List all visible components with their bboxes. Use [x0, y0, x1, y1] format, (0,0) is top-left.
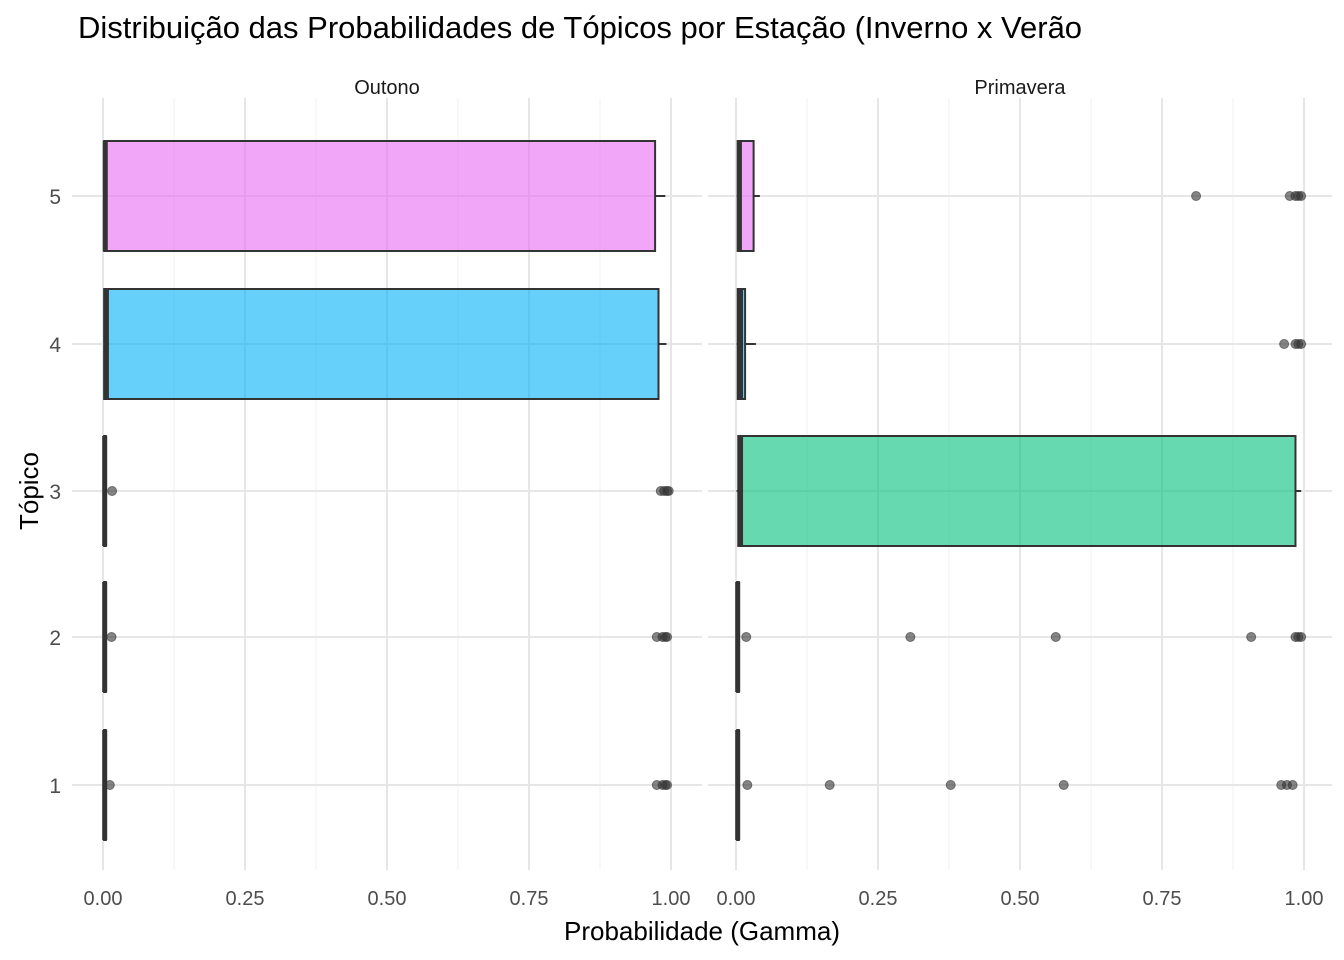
outlier-point: [742, 780, 753, 790]
box-topic-3: [737, 435, 1297, 547]
outlier-point: [107, 486, 118, 496]
outlier-point: [1191, 191, 1202, 201]
panel-label-outono: Outono: [354, 77, 420, 99]
y-tick-label-3: 3: [49, 481, 61, 504]
box-topic-5: [103, 140, 657, 252]
y-tick-label-2: 2: [49, 627, 61, 650]
y-tick-label-5: 5: [49, 186, 61, 209]
chart-title: Distribuição das Probabilidades de Tópic…: [78, 10, 1083, 45]
y-axis-title: Tópico: [14, 452, 44, 530]
x-tick-label: 0.00: [84, 888, 123, 910]
outlier-point: [662, 632, 673, 642]
x-tick-label: 1.00: [652, 888, 691, 910]
outlier-point: [1058, 780, 1069, 790]
outlier-point: [741, 632, 752, 642]
outlier-point: [104, 780, 115, 790]
outlier-point: [1050, 632, 1061, 642]
outlier-point: [1296, 191, 1307, 201]
outlier-point: [1279, 339, 1290, 349]
y-tick-label-4: 4: [49, 334, 61, 357]
outlier-point: [824, 780, 835, 790]
x-tick-label: 0.50: [1001, 888, 1040, 910]
x-tick-label: 1.00: [1285, 888, 1324, 910]
x-tick-label: 0.50: [368, 888, 407, 910]
outlier-point: [905, 632, 916, 642]
x-tick-label: 0.25: [859, 888, 898, 910]
outlier-point: [945, 780, 956, 790]
outlier-point: [1296, 339, 1307, 349]
outlier-point: [1287, 780, 1298, 790]
x-tick-label: 0.25: [226, 888, 265, 910]
outlier-point: [662, 780, 673, 790]
x-tick-label: 0.75: [1143, 888, 1182, 910]
x-axis-title: Probabilidade (Gamma): [564, 916, 840, 946]
outlier-point: [1296, 632, 1307, 642]
x-tick-label: 0.00: [717, 888, 756, 910]
x-tick-label: 0.75: [510, 888, 549, 910]
box-topic-4: [103, 288, 660, 400]
panel-label-primavera: Primavera: [974, 77, 1066, 99]
outlier-point: [106, 632, 117, 642]
y-tick-label-1: 1: [49, 775, 61, 798]
outlier-point: [663, 486, 674, 496]
outlier-point: [1246, 632, 1257, 642]
